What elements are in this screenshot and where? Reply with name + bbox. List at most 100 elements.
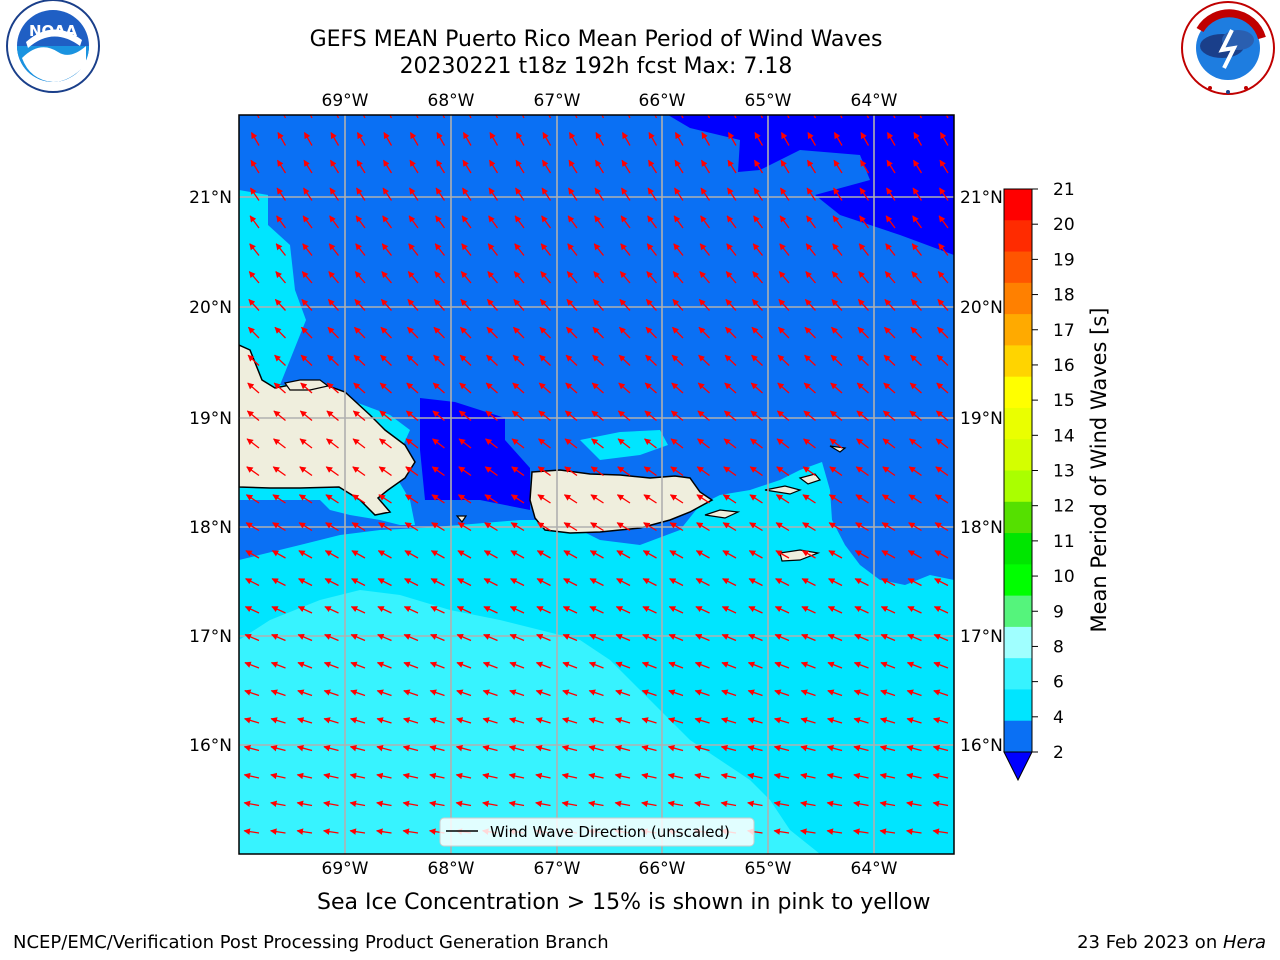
wind-arrow (669, 550, 684, 559)
wind-arrow (856, 410, 869, 422)
wind-arrow (509, 606, 525, 614)
wind-arrow (700, 215, 711, 229)
wind-arrow (381, 243, 393, 256)
wind-arrow (800, 661, 816, 669)
wind-arrow (510, 578, 525, 587)
wind-arrow (775, 578, 790, 587)
wind-arrow (697, 410, 710, 422)
wind-arrow (562, 717, 578, 724)
wind-arrow (721, 717, 737, 724)
wind-arrow (775, 522, 790, 532)
colorbar-segment (1004, 470, 1032, 503)
wind-arrow (567, 243, 578, 256)
colorbar-tick-label: 20 (1053, 215, 1075, 235)
wind-arrow (462, 187, 472, 201)
wind-arrow (721, 661, 737, 669)
wind-arrow (272, 494, 286, 504)
wind-arrow (881, 578, 896, 587)
lat-label-left: 16°N (189, 736, 232, 756)
wind-arrow (885, 215, 896, 229)
wind-arrow (601, 115, 605, 119)
wind-arrow (646, 271, 657, 284)
wind-arrow (856, 438, 869, 449)
wind-arrow (403, 633, 419, 642)
colorbar-segment (1004, 439, 1032, 471)
wind-arrow (535, 689, 551, 697)
wind-arrow (249, 215, 260, 229)
wind-arrow (487, 243, 499, 256)
wind-arrow (486, 354, 498, 366)
colorbar-segment (1004, 251, 1032, 284)
wind-arrow (349, 828, 366, 835)
wind-arrow (776, 438, 790, 449)
wind-arrow (935, 466, 949, 477)
wind-arrow (404, 522, 419, 532)
wind-arrow (700, 159, 711, 174)
wind-arrow (508, 745, 525, 752)
wind-arrow (298, 550, 313, 559)
wind-arrow (482, 717, 498, 724)
wind-arrow (594, 159, 605, 174)
wind-arrow (378, 494, 392, 504)
wind-arrow (911, 243, 923, 256)
wind-arrow (880, 633, 896, 642)
wind-arrow (721, 633, 737, 642)
wind-arrow (383, 131, 393, 146)
wind-arrow (408, 243, 419, 256)
wind-arrow (296, 772, 313, 780)
wind-arrow (779, 215, 790, 229)
wind-arrow (488, 215, 499, 229)
wind-arrow (325, 494, 339, 504)
wind-arrow (574, 115, 578, 119)
wind-arrow (721, 689, 737, 697)
wind-arrow (442, 115, 446, 119)
wind-arrow (513, 326, 525, 339)
wind-arrow (910, 298, 922, 311)
wind-arrow (539, 354, 551, 366)
wind-arrow (855, 522, 869, 532)
wind-arrow (432, 438, 445, 449)
map-frame (238, 114, 955, 855)
wind-arrow (647, 187, 658, 201)
wind-arrow (801, 578, 816, 587)
wind-wave-direction-arrows (243, 115, 949, 835)
wind-arrow (800, 800, 816, 808)
wind-arrow (350, 661, 366, 669)
wind-arrow (540, 243, 552, 256)
wind-arrow (777, 382, 790, 394)
colorbar-tick-label: 8 (1053, 637, 1064, 657)
wind-arrow (720, 772, 737, 780)
lon-label-bottom: 66°W (639, 859, 686, 879)
wind-arrow (620, 243, 631, 256)
wind-arrow (511, 466, 525, 477)
wind-arrow (912, 215, 923, 229)
wind-arrow (641, 745, 657, 752)
wind-arrow (935, 410, 949, 422)
wind-arrow (274, 354, 286, 366)
wind-arrow (435, 215, 446, 229)
lon-label-top: 64°W (851, 91, 898, 111)
wind-arrow (542, 131, 552, 146)
wind-arrow (482, 661, 498, 669)
wind-arrow (568, 187, 578, 201)
wind-arrow (908, 494, 922, 504)
wind-arrow (934, 494, 949, 504)
colorbar-tick-label: 13 (1053, 462, 1075, 482)
wind-arrow (697, 438, 710, 449)
wind-arrow (561, 745, 578, 752)
wind-arrow (855, 494, 869, 504)
wind-arrow (460, 326, 472, 339)
wind-arrow (299, 466, 313, 477)
wind-arrow (936, 382, 949, 394)
wind-arrow (802, 466, 816, 477)
wind-arrow (415, 115, 419, 119)
wind-arrow (409, 159, 419, 174)
wind-arrow (377, 606, 392, 614)
wind-arrow (537, 466, 551, 477)
wind-arrow (748, 633, 763, 642)
wind-arrow (853, 661, 869, 669)
wind-arrow (697, 382, 710, 394)
wind-arrow (377, 633, 392, 642)
wind-arrow (354, 298, 366, 311)
wind-arrow (909, 382, 922, 394)
